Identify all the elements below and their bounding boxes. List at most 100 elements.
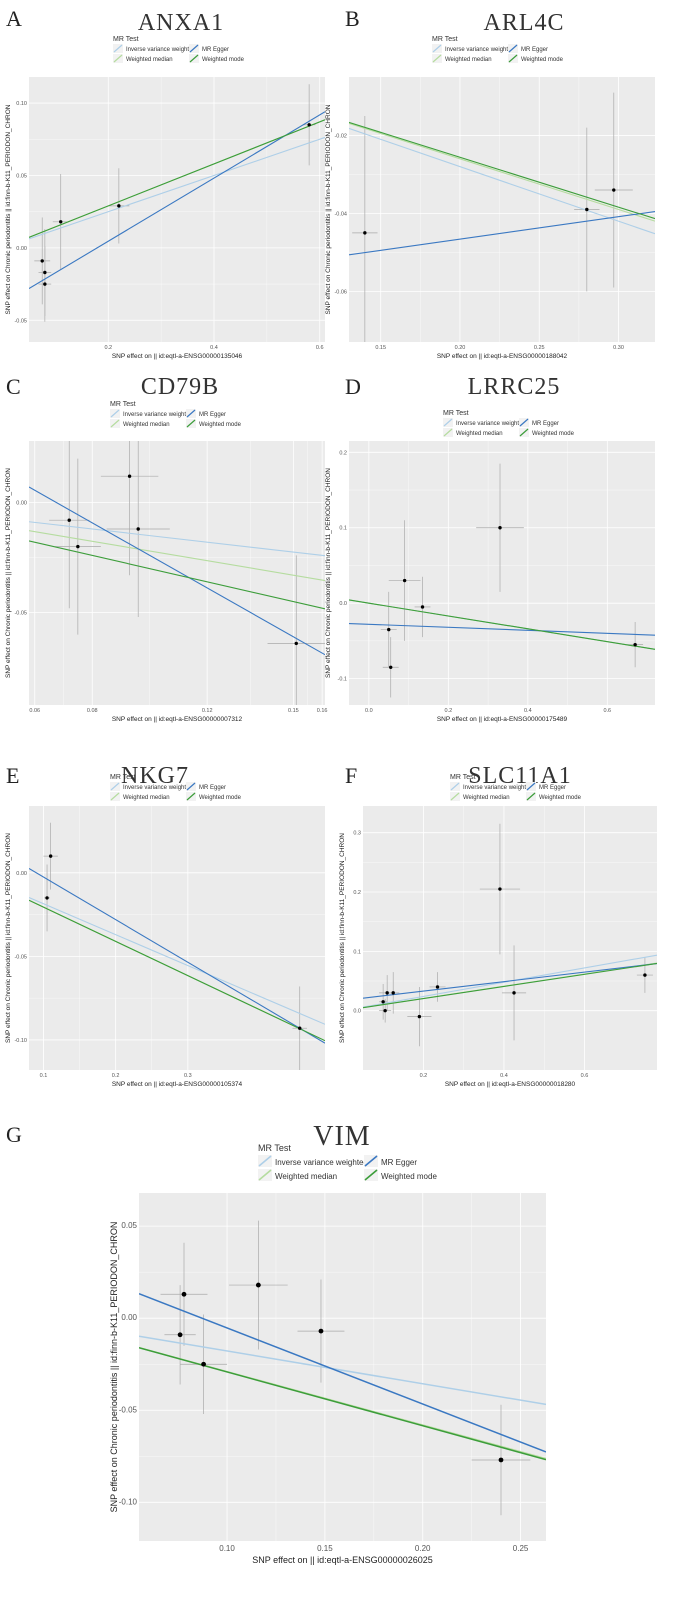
x-axis-label: SNP effect on || id:eqtl-a-ENSG000000073… bbox=[112, 716, 243, 723]
data-point bbox=[43, 282, 47, 286]
panel-g: G VIM MR Test Inverse variance weighted MR E… bbox=[6, 1121, 546, 1565]
legend-label: Inverse variance weighted bbox=[275, 1158, 368, 1167]
y-tick-label: -0.06 bbox=[334, 289, 347, 295]
data-layer bbox=[139, 1220, 546, 1516]
y-tick-label: -0.05 bbox=[14, 611, 27, 617]
legend-title: MR Test bbox=[432, 36, 458, 43]
legend: MR Test Inverse variance weighted MR Egger… bbox=[450, 774, 582, 801]
legend-key-line bbox=[519, 418, 529, 427]
legend-key-line bbox=[186, 782, 196, 791]
legend-label: MR Egger bbox=[521, 47, 548, 53]
x-tick-label: 0.20 bbox=[415, 1544, 431, 1553]
legend-title: MR Test bbox=[110, 401, 136, 408]
data-layer bbox=[29, 84, 325, 322]
legend-label: Inverse variance weighted bbox=[123, 785, 193, 791]
legend-key-line bbox=[526, 792, 536, 801]
legend: MR Test Inverse variance weighted MR Egger… bbox=[110, 774, 242, 801]
x-tick-label: 0.6 bbox=[316, 345, 324, 351]
y-axis-label: SNP effect on Chronic periodontitis || i… bbox=[339, 833, 346, 1043]
regression-line-weighted-mode bbox=[29, 540, 325, 610]
panel-letter: E bbox=[6, 763, 19, 788]
legend-key-line bbox=[432, 44, 442, 53]
y-axis-label: SNP effect on Chronic periodontitis || i… bbox=[325, 468, 332, 678]
data-point bbox=[67, 518, 71, 522]
data-point bbox=[59, 220, 63, 224]
data-point bbox=[40, 259, 44, 263]
y-tick-label: -0.05 bbox=[14, 954, 27, 960]
legend-key-line bbox=[113, 54, 123, 63]
legend-key-line bbox=[450, 782, 460, 791]
regression-line-weighted-mode bbox=[349, 121, 655, 220]
legend-title: MR Test bbox=[110, 774, 136, 781]
x-tick-label: 0.2 bbox=[112, 1073, 120, 1079]
data-point bbox=[512, 991, 516, 995]
legend-label: MR Egger bbox=[532, 421, 559, 427]
data-point bbox=[381, 1000, 385, 1004]
legend-label: Inverse variance weighted bbox=[123, 412, 193, 418]
x-tick-label: 0.25 bbox=[513, 1544, 529, 1553]
legend-key-line bbox=[189, 54, 199, 63]
regression-line-inverse-variance-weighted bbox=[29, 136, 325, 240]
data-point bbox=[48, 854, 53, 858]
data-point bbox=[307, 123, 311, 127]
data-point bbox=[389, 665, 393, 669]
regression-line-weighted-mode bbox=[29, 899, 325, 1042]
x-axis-label: SNP effect on || id:eqtl-a-ENSG000001350… bbox=[112, 353, 243, 360]
y-tick-label: -0.05 bbox=[14, 318, 27, 324]
legend-key-line bbox=[186, 409, 196, 418]
plot-background bbox=[29, 77, 325, 342]
data-point bbox=[298, 1026, 302, 1030]
legend-label: Inverse variance weighted bbox=[126, 47, 196, 53]
legend-key-line bbox=[432, 54, 442, 63]
panel-letter: G bbox=[6, 1122, 22, 1147]
regression-line-weighted-mode bbox=[363, 962, 657, 1009]
legend-label: Weighted mode bbox=[381, 1172, 437, 1181]
data-point bbox=[498, 1457, 504, 1463]
x-tick-label: 0.15 bbox=[375, 345, 386, 351]
data-point bbox=[45, 896, 49, 900]
y-tick-label: 0.1 bbox=[339, 526, 347, 532]
legend-key-line bbox=[508, 54, 518, 63]
x-tick-label: 0.25 bbox=[534, 345, 545, 351]
data-layer bbox=[349, 463, 655, 698]
data-layer bbox=[349, 92, 655, 342]
y-axis-label: SNP effect on Chronic periodontitis || i… bbox=[325, 104, 332, 314]
gene-title: VIM bbox=[313, 1121, 370, 1152]
legend-label: Weighted median bbox=[123, 422, 170, 428]
x-axis-label: SNP effect on || id:eqtl-a-ENSG000001880… bbox=[437, 353, 568, 360]
legend-label: Weighted mode bbox=[521, 57, 564, 63]
legend-label: Inverse variance weighted bbox=[463, 785, 533, 791]
legend-key-line bbox=[110, 792, 120, 801]
y-tick-label: 0.1 bbox=[353, 949, 361, 955]
legend-key-line bbox=[186, 792, 196, 801]
x-tick-label: 0.15 bbox=[317, 1544, 333, 1553]
legend-label: Weighted mode bbox=[199, 422, 242, 428]
legend-key-line bbox=[258, 1155, 272, 1167]
legend-label: Weighted median bbox=[463, 795, 510, 801]
legend-title: MR Test bbox=[258, 1143, 291, 1153]
x-tick-label: 0.6 bbox=[603, 708, 611, 714]
x-tick-label: 0.10 bbox=[219, 1544, 235, 1553]
legend: MR Test Inverse variance weighted MR Egger… bbox=[432, 36, 564, 63]
panel-letter: B bbox=[345, 6, 360, 31]
gridlines bbox=[349, 77, 655, 342]
regression-line-mr-egger bbox=[29, 111, 325, 290]
data-point bbox=[585, 207, 589, 212]
legend-label: Weighted mode bbox=[199, 795, 242, 801]
legend-key-line bbox=[186, 419, 196, 428]
y-axis-label: SNP effect on Chronic periodontitis || i… bbox=[109, 1222, 119, 1513]
regression-line-mr-egger bbox=[349, 622, 655, 636]
legend-key-line bbox=[364, 1155, 378, 1167]
regression-line-mr-egger bbox=[29, 868, 325, 1044]
y-tick-label: -0.1 bbox=[338, 677, 347, 683]
y-tick-label: -0.05 bbox=[119, 1405, 138, 1414]
legend-label: MR Egger bbox=[539, 785, 566, 791]
x-tick-label: 0.12 bbox=[202, 708, 213, 714]
legend-label: Inverse variance weighted bbox=[445, 47, 515, 53]
data-point bbox=[402, 578, 407, 583]
gridlines bbox=[29, 77, 325, 342]
